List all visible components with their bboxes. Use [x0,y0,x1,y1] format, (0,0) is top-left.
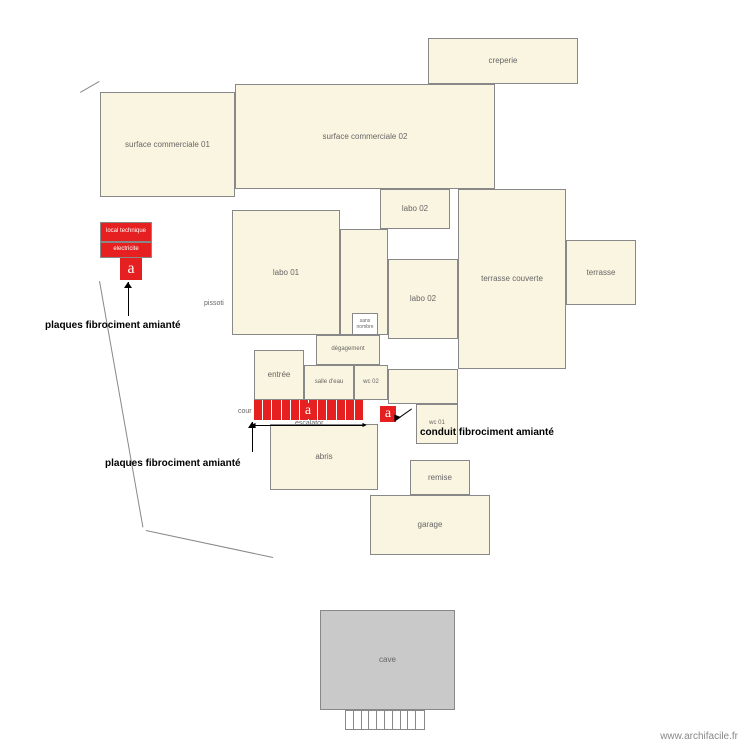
room-local-tech: local technique [100,222,152,242]
label-garage: garage [418,520,443,530]
dim-arrow-escalator: ◄ ► [254,425,364,426]
label-entree: entrée [268,370,291,380]
label-remise: remise [428,473,452,483]
hazard-3-glyph: a [385,406,391,422]
arrow-1-head [124,282,132,288]
room-terrasse-couverte: terrasse couverte [458,189,566,369]
label-wc-02: wc 02 [363,379,379,386]
room-electricite: electricite [100,242,152,258]
label-labo-02-top: labo 02 [402,204,428,214]
room-terrasse: terrasse [566,240,636,305]
hazard-2: a [300,403,316,419]
label-local-tech: local technique [106,228,146,235]
annotation-1: plaques fibrociment amianté [45,320,181,331]
outer-line-1 [80,81,100,93]
room-wc-01: wc 01 [416,404,458,444]
room-surf-comm-02: surface commerciale 02 [235,84,495,189]
cave-stairs [345,710,425,730]
footer-link[interactable]: www.archifacile.fr [660,731,738,742]
label-terrasse-couverte: terrasse couverte [481,274,543,284]
hazard-1-glyph: a [127,260,134,278]
room-labo-02: labo 02 [388,259,458,339]
room-abris: abris [270,424,378,490]
room-wc-02: wc 02 [354,365,388,400]
label-abris: abris [315,452,332,462]
room-surf-comm-01: surface commerciale 01 [100,92,235,197]
label-electricite: electricite [113,246,138,253]
label-creperie: creperie [489,56,518,66]
label-salle-eau: salle d'eau [315,379,344,386]
room-garage: garage [370,495,490,555]
room-sans-nombre: sansnombre [352,313,378,335]
label-surf-comm-01: surface commerciale 01 [125,140,210,150]
label-degagement: dégagement [331,346,364,353]
label-surf-comm-02: surface commerciale 02 [323,132,408,142]
room-remise: remise [410,460,470,495]
room-salle-eau: salle d'eau [304,365,354,400]
room-cave: cave [320,610,455,710]
label-labo-01: labo 01 [273,268,299,278]
hazard-1: a [120,258,142,280]
outer-line-2 [99,281,143,527]
room-creperie: creperie [428,38,578,84]
annotation-3: conduit fibrociment amianté [420,427,554,438]
hazard-2-glyph: a [305,403,311,419]
label-sans-nombre: sansnombre [357,318,374,330]
label-cour: cour [238,408,252,415]
label-terrasse: terrasse [587,268,616,278]
room-degagement: dégagement [316,335,380,365]
room-block-right [388,369,458,404]
room-entree: entrée [254,350,304,400]
arrow-2-head [248,422,256,428]
label-labo-02: labo 02 [410,294,436,304]
label-pissoti: pissoti [204,300,224,307]
room-labo-02-top: labo 02 [380,189,450,229]
label-cave: cave [379,655,396,665]
annotation-2: plaques fibrociment amianté [105,458,241,469]
room-labo-01: labo 01 [232,210,340,335]
outer-line-3 [146,530,273,558]
